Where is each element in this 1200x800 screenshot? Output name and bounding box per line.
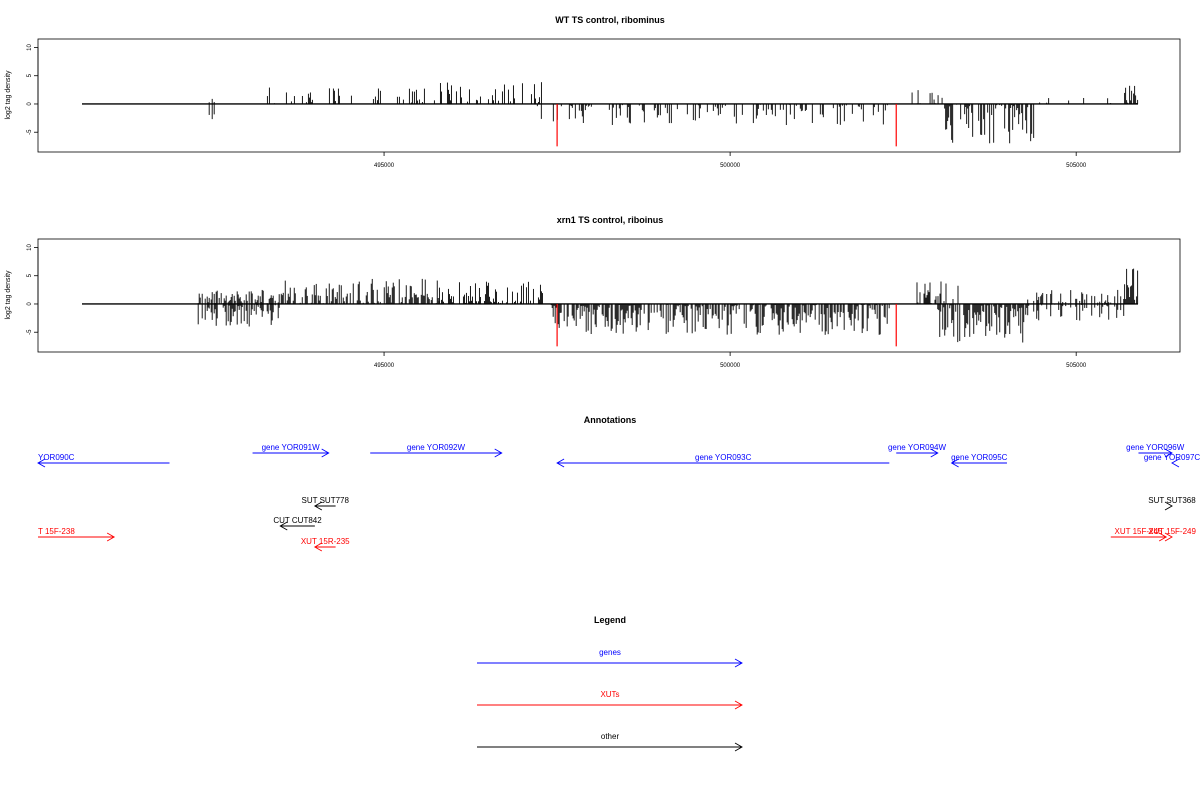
annotations-title: Annotations xyxy=(584,415,637,425)
y-tick-label: -5 xyxy=(27,329,33,335)
annotation-feature: SUT SUT778 xyxy=(302,496,350,511)
annotation-feature: gene YOR096W xyxy=(1126,443,1185,458)
y-axis: -5 0 5 10 xyxy=(27,43,39,135)
density-bars xyxy=(197,268,1139,343)
feature-label: XUT 15F-245 xyxy=(1115,527,1163,536)
annotation-feature: gene YOR091W xyxy=(252,443,330,458)
plot-frame xyxy=(37,38,1181,153)
y-tick-label: 10 xyxy=(27,43,33,50)
legend-entry: genes xyxy=(477,648,743,668)
annotation-feature: T 15F-238 xyxy=(38,527,116,542)
x-tick-label: 500000 xyxy=(720,363,741,369)
arrowhead-icon xyxy=(734,658,743,668)
arrowhead-icon xyxy=(930,448,939,458)
feature-label: gene YOR094W xyxy=(888,443,947,452)
y-tick-label: 10 xyxy=(27,243,33,250)
wt-density-panel: WT TS control, ribominus log2 tag densit… xyxy=(5,15,1181,169)
y-tick-label: 0 xyxy=(27,102,33,106)
feature-label: SUT SUT778 xyxy=(302,496,350,505)
annotation-feature: gene YOR092W xyxy=(370,443,503,458)
x-tick-label: 505000 xyxy=(1066,363,1087,369)
feature-label: CUT CUT842 xyxy=(273,516,322,525)
arrowhead-icon xyxy=(106,532,116,542)
plot-frame xyxy=(37,238,1181,353)
x-tick-label: 495000 xyxy=(374,363,395,369)
x-tick-label: 500000 xyxy=(720,163,741,169)
feature-label: T 15F-238 xyxy=(38,527,75,536)
feature-label: gene YOR093C xyxy=(695,453,752,462)
annotation-feature: XUT 15R-235 xyxy=(301,537,350,552)
legend-title: Legend xyxy=(594,615,626,625)
feature-label: YOR090C xyxy=(38,453,75,462)
legend-entries: genes XUTs other xyxy=(477,648,743,752)
y-axis: -5 0 5 10 xyxy=(27,243,39,335)
annotation-feature: gene YOR097C xyxy=(1144,453,1200,468)
y-axis-label: log2 tag density xyxy=(5,270,12,320)
annotation-feature: gene YOR093C xyxy=(556,453,890,468)
panel-title: xrn1 TS control, riboinus xyxy=(557,215,664,225)
density-bars xyxy=(208,82,1139,144)
feature-label: gene YOR097C xyxy=(1144,453,1200,462)
feature-label: gene YOR096W xyxy=(1126,443,1185,452)
arrowhead-icon xyxy=(950,458,959,468)
red-markers xyxy=(556,303,897,347)
legend-label: other xyxy=(601,732,620,741)
x-axis: 495000 500000 505000 xyxy=(374,352,1087,369)
legend: Legend genes XUTs other xyxy=(477,615,743,752)
y-tick-label: 0 xyxy=(27,302,33,306)
arrowhead-icon xyxy=(321,448,330,458)
annotation-feature: YOR090C xyxy=(37,453,170,468)
y-axis-label: log2 tag density xyxy=(5,70,12,120)
arrowhead-icon xyxy=(279,521,288,531)
annotations-track: Annotations YOR090C gene YOR091W gene YOR0… xyxy=(37,415,1200,552)
annotation-features: YOR090C gene YOR091W gene YOR092W gene YOR0… xyxy=(37,443,1200,552)
x-tick-label: 505000 xyxy=(1066,163,1087,169)
feature-label: SUT SUT368 xyxy=(1148,496,1196,505)
panel-title: WT TS control, ribominus xyxy=(555,15,665,25)
arrowhead-icon xyxy=(1164,501,1173,511)
arrowhead-icon xyxy=(1158,532,1168,542)
feature-label: gene YOR095C xyxy=(951,453,1008,462)
arrowhead-icon xyxy=(734,742,743,752)
feature-label: gene YOR091W xyxy=(262,443,321,452)
legend-entry: XUTs xyxy=(477,690,743,710)
red-markers xyxy=(556,103,897,147)
y-tick-label: 5 xyxy=(27,273,33,277)
annotation-feature: SUT SUT368 xyxy=(1148,496,1196,511)
legend-label: genes xyxy=(599,648,621,657)
arrowhead-icon xyxy=(1164,532,1173,542)
x-axis: 495000 500000 505000 xyxy=(374,152,1087,169)
arrowhead-icon xyxy=(556,458,565,468)
x-tick-label: 495000 xyxy=(374,163,395,169)
y-tick-label: -5 xyxy=(27,129,33,135)
feature-label: XUT 15R-235 xyxy=(301,537,350,546)
legend-label: XUTs xyxy=(600,690,619,699)
annotation-feature: XUT 15F-249 xyxy=(1148,527,1196,542)
annotation-feature: CUT CUT842 xyxy=(273,516,322,531)
annotation-feature: gene YOR094W xyxy=(888,443,947,458)
arrowhead-icon xyxy=(313,542,323,552)
legend-entry: other xyxy=(477,732,743,752)
annotation-feature: gene YOR095C xyxy=(950,453,1008,468)
xrn1-density-panel: xrn1 TS control, riboinus log2 tag densi… xyxy=(5,215,1181,369)
feature-label: gene YOR092W xyxy=(407,443,466,452)
feature-label: XUT 15F-249 xyxy=(1148,527,1196,536)
arrowhead-icon xyxy=(1164,448,1173,458)
annotation-feature: XUT 15F-245 xyxy=(1110,527,1168,542)
arrowhead-icon xyxy=(734,700,743,710)
y-tick-label: 5 xyxy=(27,73,33,77)
arrowhead-icon xyxy=(37,458,46,468)
arrowhead-icon xyxy=(494,448,503,458)
arrowhead-icon xyxy=(1171,458,1180,468)
arrowhead-icon xyxy=(313,501,323,511)
